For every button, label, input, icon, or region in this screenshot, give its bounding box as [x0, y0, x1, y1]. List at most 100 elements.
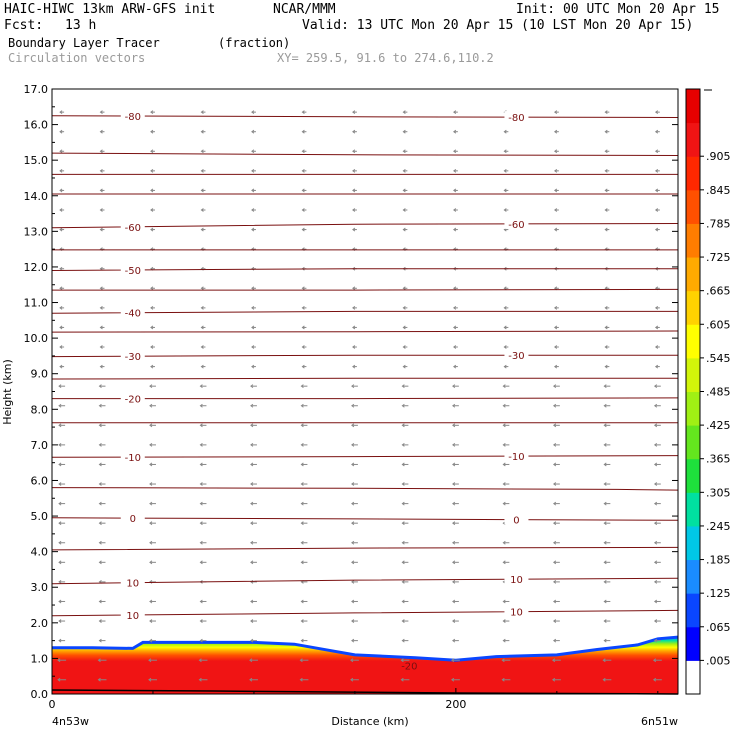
wind-vector-arrow: [301, 168, 307, 173]
colorbar: .005 .065 .125 .185 .245 .305 .365 .425 .485 .545…: [685, 88, 731, 695]
wind-vector-arrow: [453, 168, 458, 173]
wind-vector-arrow: [149, 442, 156, 447]
y-tick-label: 12.0: [24, 261, 49, 274]
wind-vector-arrow: [99, 364, 105, 369]
wind-vector-arrow: [654, 345, 660, 349]
wind-vector-arrow: [301, 129, 307, 134]
wind-vector-arrow: [352, 305, 357, 310]
wind-vector-arrow: [300, 619, 308, 623]
contour-line: [51, 517, 679, 521]
wind-vector-arrow: [553, 462, 560, 467]
wind-vector-arrow: [99, 129, 105, 134]
wind-vector-arrow: [351, 579, 358, 584]
contour-line: [51, 577, 679, 585]
contour-line: [51, 330, 679, 333]
wind-vector-arrow: [98, 423, 106, 428]
wind-vector-arrow: [249, 677, 258, 682]
wind-vector-arrow: [150, 129, 155, 134]
wind-vector-arrow: [352, 188, 357, 193]
colorbar-label: .845: [706, 184, 731, 197]
y-tick-label: 4.0: [31, 546, 49, 559]
wind-vector-arrow: [149, 619, 156, 623]
y-tick-label: 9.0: [31, 368, 49, 381]
wind-vector-arrow: [604, 129, 610, 134]
contour-line: [51, 377, 678, 380]
contour-line: [51, 115, 679, 118]
colorbar-label: .305: [706, 486, 731, 499]
wind-vector-arrow: [452, 560, 459, 565]
wind-vector-arrow: [250, 462, 257, 467]
wind-vector-arrow: [653, 423, 661, 428]
wind-vector-arrow: [502, 442, 510, 447]
wind-vector-arrow: [59, 208, 65, 212]
wind-vector-arrow: [251, 305, 256, 310]
wind-vector-arrow: [300, 482, 308, 486]
wind-vector-arrow: [554, 305, 559, 310]
y-tick-label: 3.0: [31, 581, 49, 594]
x-left-location: 4n53w: [52, 715, 89, 728]
wind-vector-arrow: [502, 540, 510, 545]
wind-vector-arrow: [59, 227, 65, 232]
contour-line: [51, 609, 679, 617]
wind-vector-arrow: [200, 188, 206, 193]
wind-vector-arrow: [351, 638, 358, 643]
wind-vector-arrow: [98, 599, 106, 604]
wind-vector-arrow: [200, 364, 206, 369]
colorbar-label: .725: [706, 251, 731, 264]
wind-vector-arrow: [554, 208, 559, 212]
wind-vector-arrow: [249, 658, 258, 663]
field-units: (fraction): [218, 36, 291, 50]
wind-vector-arrow: [400, 658, 410, 663]
wind-vector-arrow: [149, 482, 156, 486]
wind-vector-arrow: [352, 345, 357, 349]
wind-vector-arrow: [300, 638, 308, 643]
wind-vector-arrow: [150, 227, 155, 232]
wind-vector-arrow: [553, 579, 560, 584]
wind-vector-arrow: [452, 638, 459, 643]
wind-vector-arrow: [451, 677, 460, 682]
y-tick-label: 11.0: [24, 297, 49, 310]
wind-vector-arrow: [251, 149, 256, 154]
wind-vector-arrow: [99, 149, 105, 154]
wind-vector-arrow: [251, 286, 256, 291]
wind-vector-arrow: [99, 305, 105, 310]
field-name: Boundary Layer Tracer: [8, 36, 160, 50]
wind-vector-arrow: [59, 364, 65, 369]
wind-vector-arrow: [401, 521, 409, 526]
wind-vector-arrow: [402, 345, 408, 349]
contour-label: 10: [510, 575, 523, 586]
wind-vector-arrow: [251, 188, 256, 193]
wind-vector-arrow: [402, 110, 408, 115]
contour-label: 10: [510, 608, 523, 619]
wind-vector-arrow: [199, 638, 207, 643]
contour-line: [51, 546, 679, 551]
wind-vector-arrow: [553, 442, 560, 447]
wind-vector-arrow: [654, 325, 660, 330]
wind-vector-arrow: [402, 188, 408, 193]
wind-vector-arrow: [402, 208, 408, 212]
wind-vector-arrow: [199, 619, 207, 623]
wind-vector-arrow: [301, 325, 307, 330]
wind-vector-arrow: [59, 168, 65, 173]
wind-vector-arrow: [351, 619, 358, 623]
wind-vector-arrow: [351, 442, 358, 447]
wind-vector-arrow: [199, 540, 207, 545]
wind-vector-arrow: [351, 560, 358, 565]
colorbar-label: .785: [706, 217, 731, 230]
colorbar-label: .485: [706, 386, 731, 399]
wind-vector-arrow: [351, 501, 358, 506]
wind-vector-arrow: [503, 188, 509, 193]
wind-vector-arrow: [503, 168, 509, 173]
wind-vector-arrow: [402, 129, 408, 134]
contour-label: -30: [508, 351, 524, 362]
y-axis-label: Height (km): [1, 359, 14, 425]
wind-vector-arrow: [401, 462, 409, 467]
wind-vector-arrow: [351, 462, 358, 467]
wind-vector-arrow: [301, 188, 307, 193]
wind-vector-arrow: [251, 129, 256, 134]
vectors-label: Circulation vectors: [8, 51, 146, 65]
wind-vector-arrow: [200, 208, 206, 212]
colorbar-label: .905: [706, 150, 731, 163]
wind-vector-arrow: [402, 227, 408, 232]
